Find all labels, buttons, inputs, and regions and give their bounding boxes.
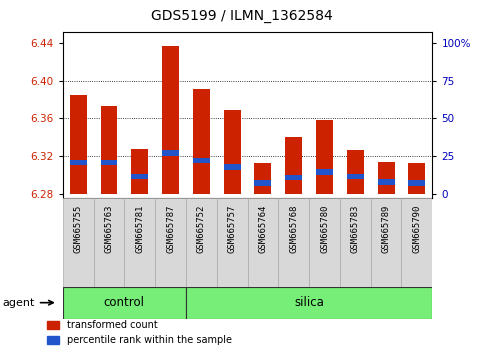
Bar (70, 160, 86, 165)
Bar (193, 89, 210, 194)
Legend: transformed count, percentile rank within the sample: transformed count, percentile rank withi… (43, 316, 236, 349)
Bar (131, 174, 148, 179)
Bar (94, 198, 125, 287)
Bar (162, 150, 179, 156)
Bar (371, 198, 401, 287)
Text: GSM665781: GSM665781 (135, 205, 144, 253)
Text: control: control (104, 296, 145, 309)
Text: GSM665752: GSM665752 (197, 205, 206, 253)
Bar (340, 198, 371, 287)
Bar (70, 95, 86, 194)
Bar (224, 164, 241, 170)
Bar (224, 110, 241, 194)
Bar (255, 181, 271, 186)
Bar (278, 198, 309, 287)
Bar (186, 198, 217, 287)
Bar (378, 161, 395, 194)
Bar (100, 160, 117, 165)
Bar (186, 287, 432, 319)
Text: GSM665763: GSM665763 (104, 205, 114, 253)
Bar (285, 137, 302, 194)
Text: GSM665787: GSM665787 (166, 205, 175, 253)
Bar (285, 175, 302, 181)
Text: GSM665768: GSM665768 (289, 205, 298, 253)
Text: agent: agent (2, 298, 35, 308)
Text: GSM665790: GSM665790 (412, 205, 421, 253)
Bar (378, 179, 395, 185)
Bar (347, 174, 364, 179)
Bar (409, 181, 426, 186)
Bar (247, 198, 278, 287)
Bar (309, 198, 340, 287)
Bar (131, 149, 148, 194)
Bar (162, 46, 179, 194)
Bar (125, 198, 155, 287)
Text: GSM665780: GSM665780 (320, 205, 329, 253)
Bar (316, 169, 333, 175)
Bar (316, 120, 333, 194)
Text: GSM665755: GSM665755 (74, 205, 83, 253)
Text: GSM665757: GSM665757 (227, 205, 237, 253)
Bar (193, 158, 210, 164)
Bar (155, 198, 186, 287)
Bar (100, 106, 117, 194)
Text: GSM665783: GSM665783 (351, 205, 360, 253)
Bar (63, 198, 94, 287)
Text: silica: silica (294, 296, 324, 309)
Bar (347, 150, 364, 194)
Bar (63, 287, 186, 319)
Bar (401, 198, 432, 287)
Text: GSM665764: GSM665764 (258, 205, 268, 253)
Bar (217, 198, 247, 287)
Text: GDS5199 / ILMN_1362584: GDS5199 / ILMN_1362584 (151, 9, 332, 23)
Bar (409, 162, 426, 194)
Bar (255, 162, 271, 194)
Text: GSM665789: GSM665789 (382, 205, 391, 253)
